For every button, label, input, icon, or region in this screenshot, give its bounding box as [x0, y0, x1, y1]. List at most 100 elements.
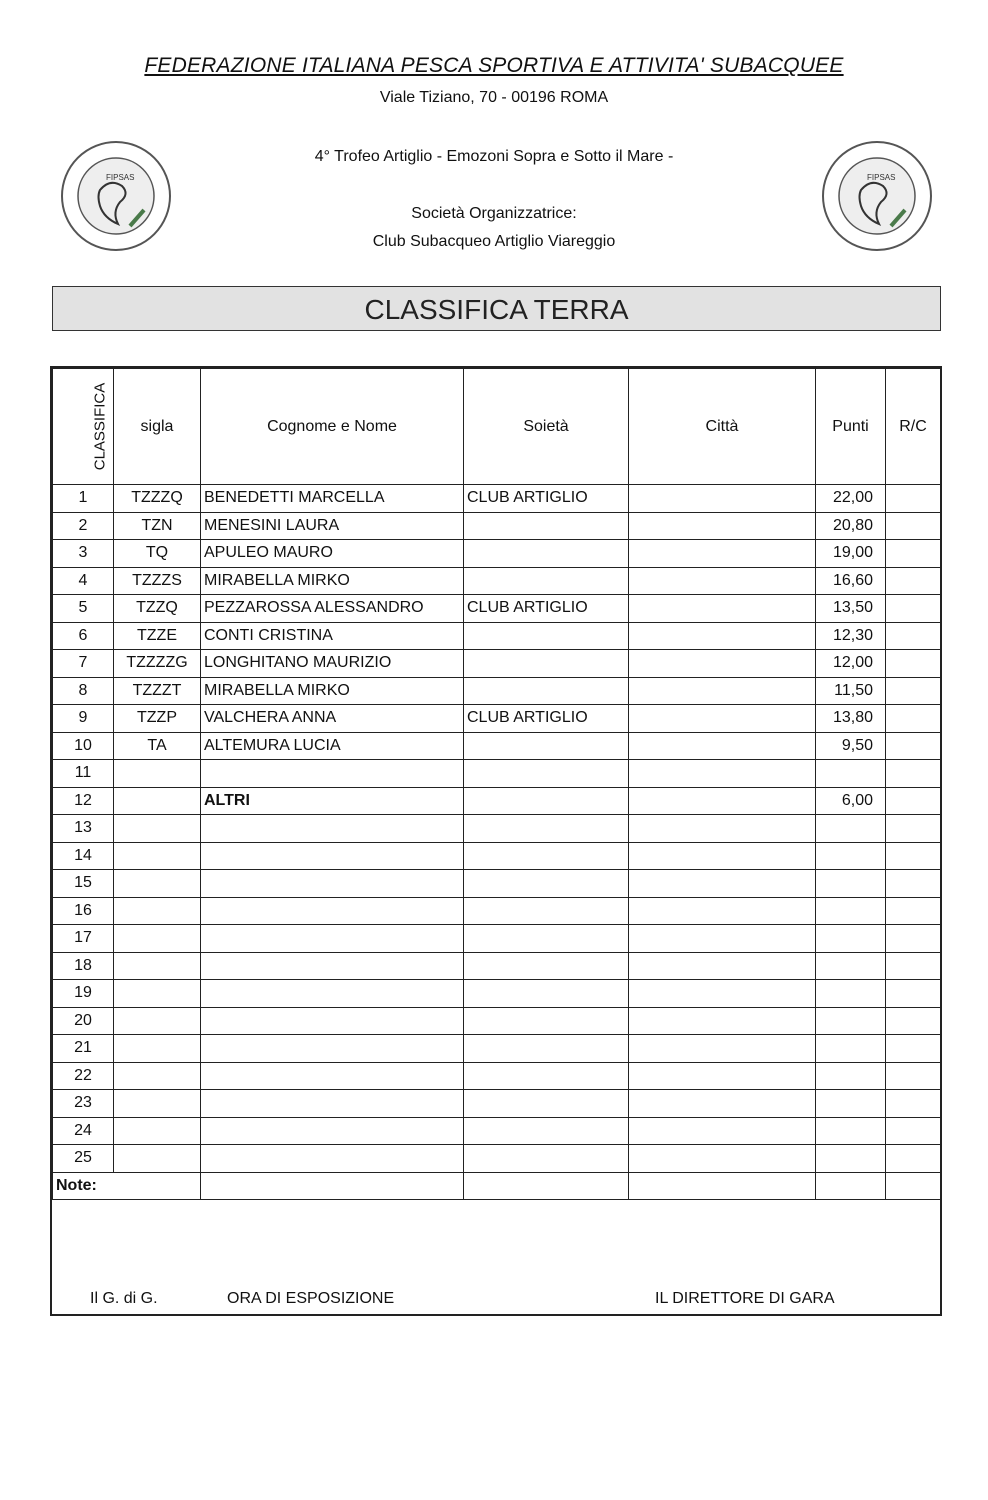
cell-societa	[463, 1061, 629, 1090]
cell-citta	[628, 1034, 816, 1063]
organizer-name: Club Subacqueo Artiglio Viareggio	[372, 233, 616, 250]
cell-rank: 14	[52, 841, 114, 870]
cell-citta	[628, 566, 816, 595]
cell-sigla: TQ	[113, 539, 201, 568]
table-row: 9 TZZP VALCHERA ANNA CLUB ARTIGLIO 13,80	[52, 704, 941, 733]
cell-punti: 11,50	[815, 676, 886, 705]
cell-rank: 19	[52, 979, 114, 1008]
cell-name: ALTRI	[200, 786, 464, 815]
cell-sigla	[113, 1089, 201, 1118]
cell-punti	[815, 924, 886, 953]
header-label: CLASSIFICA	[91, 382, 109, 470]
fipsas-logo-left: FIPSAS	[61, 141, 171, 251]
cell-sigla: TA	[113, 731, 201, 760]
cell-punti	[815, 1144, 886, 1173]
table-row: 4 TZZZS MIRABELLA MIRKO 16,60	[52, 566, 941, 595]
cell-punti	[815, 759, 886, 788]
cell-rc	[885, 484, 941, 513]
cell-rc	[885, 539, 941, 568]
cell-rank: 17	[52, 924, 114, 953]
notes-label: Note:	[52, 1171, 201, 1200]
cell-citta	[628, 814, 816, 843]
cell-societa	[463, 1006, 629, 1035]
cell-rc	[885, 1061, 941, 1090]
cell-punti: 19,00	[815, 539, 886, 568]
cell-rank: 16	[52, 896, 114, 925]
table-row: 11	[52, 759, 941, 788]
cell-rank: 20	[52, 1006, 114, 1035]
cell-rank: 13	[52, 814, 114, 843]
cell-sigla	[113, 814, 201, 843]
table-row: 22	[52, 1061, 941, 1090]
cell-citta	[628, 1116, 816, 1145]
table-row: 19	[52, 979, 941, 1008]
cell-sigla	[113, 896, 201, 925]
cell-name: VALCHERA ANNA	[200, 704, 464, 733]
cell-name	[200, 759, 464, 788]
cell-rc	[885, 814, 941, 843]
table-row: 6 TZZE CONTI CRISTINA 12,30	[52, 621, 941, 650]
table-row: 10 TA ALTEMURA LUCIA 9,50	[52, 731, 941, 760]
cell-rc	[885, 1006, 941, 1035]
cell-societa	[463, 1116, 629, 1145]
ora-esposizione-label: ORA DI ESPOSIZIONE	[227, 1290, 395, 1307]
header-classifica: CLASSIFICA	[52, 368, 114, 485]
cell-punti	[815, 1116, 886, 1145]
cell-punti: 13,50	[815, 594, 886, 623]
cell-sigla: TZZP	[113, 704, 201, 733]
cell-name	[200, 1006, 464, 1035]
cell-sigla: TZZZZG	[113, 649, 201, 678]
cell-punti	[815, 869, 886, 898]
cell-sigla: TZZQ	[113, 594, 201, 623]
table-row: 3 TQ APULEO MAURO 19,00	[52, 539, 941, 568]
cell-rank: 15	[52, 869, 114, 898]
cell-rank: 4	[52, 566, 114, 595]
cell-citta	[628, 1006, 816, 1035]
table-row: 18	[52, 951, 941, 980]
cell-sigla	[113, 979, 201, 1008]
cell-rank: 25	[52, 1144, 114, 1173]
table-row: 17	[52, 924, 941, 953]
ranking-table: CLASSIFICA sigla Cognome e Nome Soietà C…	[52, 368, 941, 1200]
cell-name	[200, 896, 464, 925]
cell-societa: CLUB ARTIGLIO	[463, 594, 629, 623]
cell-societa	[463, 841, 629, 870]
cell-citta	[628, 676, 816, 705]
cell-societa	[463, 676, 629, 705]
cell-rank: 6	[52, 621, 114, 650]
cell-name: CONTI CRISTINA	[200, 621, 464, 650]
address: Viale Tiziano, 70 - 00196 ROMA	[379, 89, 609, 106]
cell-name	[200, 979, 464, 1008]
cell-citta	[628, 896, 816, 925]
cell-societa	[463, 896, 629, 925]
cell-rank: 2	[52, 511, 114, 540]
cell-punti: 12,30	[815, 621, 886, 650]
header-punti: Punti	[815, 368, 886, 485]
cell-rc	[885, 594, 941, 623]
header-societa: Soietà	[463, 368, 629, 485]
cell-citta	[628, 594, 816, 623]
cell-rc	[885, 786, 941, 815]
cell-sigla	[113, 1144, 201, 1173]
cell-name	[200, 814, 464, 843]
header-sigla: sigla	[113, 368, 201, 485]
cell-citta	[628, 786, 816, 815]
cell-societa	[463, 1144, 629, 1173]
header-citta: Città	[628, 368, 816, 485]
cell-societa	[463, 1089, 629, 1118]
giudice-label: Il G. di G.	[90, 1290, 158, 1307]
cell-rank: 22	[52, 1061, 114, 1090]
cell-societa	[463, 924, 629, 953]
cell-punti: 13,80	[815, 704, 886, 733]
organizer-label: Società Organizzatrice:	[411, 205, 577, 222]
svg-text:FIPSAS: FIPSAS	[867, 173, 895, 182]
cell-name	[200, 841, 464, 870]
notes-cell	[200, 1171, 464, 1200]
cell-punti	[815, 1061, 886, 1090]
cell-citta	[628, 731, 816, 760]
cell-sigla	[113, 869, 201, 898]
cell-name	[200, 1144, 464, 1173]
cell-rc	[885, 759, 941, 788]
cell-punti	[815, 896, 886, 925]
cell-rank: 23	[52, 1089, 114, 1118]
